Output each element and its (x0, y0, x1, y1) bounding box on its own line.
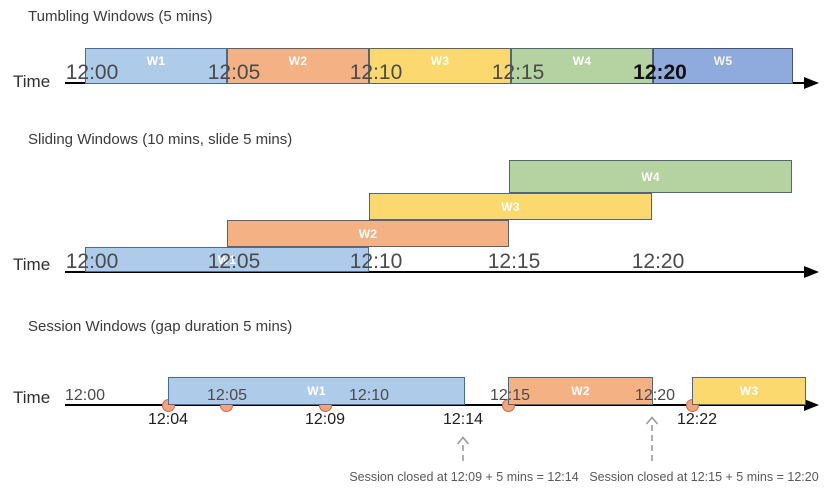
session-close-note-1: Session closed at 12:09 + 5 mins = 12:14 (349, 470, 579, 484)
tick-label-1200: 12:00 (65, 61, 119, 84)
tick-label-1210: 12:10 (349, 61, 403, 84)
tick-label-1210: 12:10 (349, 250, 403, 273)
tick-label-1200: 12:00 (65, 250, 119, 273)
window-label-w5: W5 (713, 54, 733, 68)
window-label-w4: W4 (572, 54, 592, 68)
time-axis-arrowhead (804, 77, 819, 89)
time-axis-label: Time (13, 255, 51, 274)
window-label-w1: W1 (307, 384, 326, 398)
event-dot (685, 398, 699, 412)
sliding-section-title: Sliding Windows (10 mins, slide 5 mins) (28, 131, 293, 148)
window-box-w2: W2 (227, 48, 369, 84)
time-axis-arrowhead (804, 266, 819, 278)
time-axis-line (65, 404, 806, 406)
window-box-w4: W4 (511, 48, 653, 84)
window-box-w3: W3 (692, 377, 806, 405)
window-box-w1: W1 (168, 377, 465, 405)
window-label-w1: W1 (146, 54, 166, 68)
window-label-w3: W3 (739, 384, 759, 398)
window-label-w2: W2 (571, 384, 590, 398)
session-close-arrow-1 (455, 436, 471, 465)
event-dot (161, 398, 175, 412)
time-axis-label: Time (13, 388, 51, 407)
tick-label-1205: 12:05 (207, 61, 261, 84)
tick-label-1215: 12:15 (491, 61, 545, 84)
window-box-w1: W1 (85, 48, 227, 84)
window-label-w3: W3 (430, 54, 450, 68)
window-box-w3: W3 (369, 193, 652, 220)
event-dot (219, 398, 233, 412)
session-close-arrow-2 (644, 416, 660, 465)
event-time-label-1204: 12:04 (147, 411, 189, 428)
window-label-w2: W2 (358, 226, 378, 241)
event-time-label-1209: 12:09 (304, 411, 346, 428)
tick-label-1200: 12:00 (64, 387, 106, 404)
time-axis-label: Time (13, 72, 51, 91)
tick-label-1220: 12:20 (634, 387, 676, 404)
window-label-w2: W2 (288, 54, 308, 68)
window-label-w1: W1 (217, 252, 237, 267)
event-time-label-1214: 12:14 (442, 411, 484, 428)
session-section-title: Session Windows (gap duration 5 mins) (28, 318, 293, 335)
window-box-w2: W2 (508, 377, 653, 405)
tick-label-1220: 12:20 (631, 250, 685, 273)
tick-label-1205: 12:05 (206, 387, 248, 404)
time-axis-line (65, 271, 806, 273)
time-axis-arrowhead (804, 399, 819, 411)
window-label-w3: W3 (501, 199, 520, 214)
tick-label-1215: 12:15 (489, 387, 531, 404)
window-box-w5: W5 (653, 48, 793, 84)
event-time-label-1222: 12:22 (676, 411, 718, 428)
tick-label-1210: 12:10 (348, 387, 390, 404)
session-close-note-2: Session closed at 12:15 + 5 mins = 12:20 (589, 470, 819, 484)
window-box-w1: W1 (85, 247, 369, 272)
window-box-w2: W2 (227, 220, 509, 247)
tick-label-1205: 12:05 (207, 250, 261, 273)
window-box-w4: W4 (509, 160, 792, 193)
event-dot (501, 398, 515, 412)
event-dot (318, 398, 332, 412)
window-label-w4: W4 (641, 169, 660, 184)
tick-label-1215: 12:15 (487, 250, 541, 273)
time-axis-line (65, 82, 806, 84)
tick-label-1220: 12:20 (633, 61, 687, 84)
window-box-w3: W3 (369, 48, 511, 84)
tumbling-section-title: Tumbling Windows (5 mins) (28, 8, 213, 25)
